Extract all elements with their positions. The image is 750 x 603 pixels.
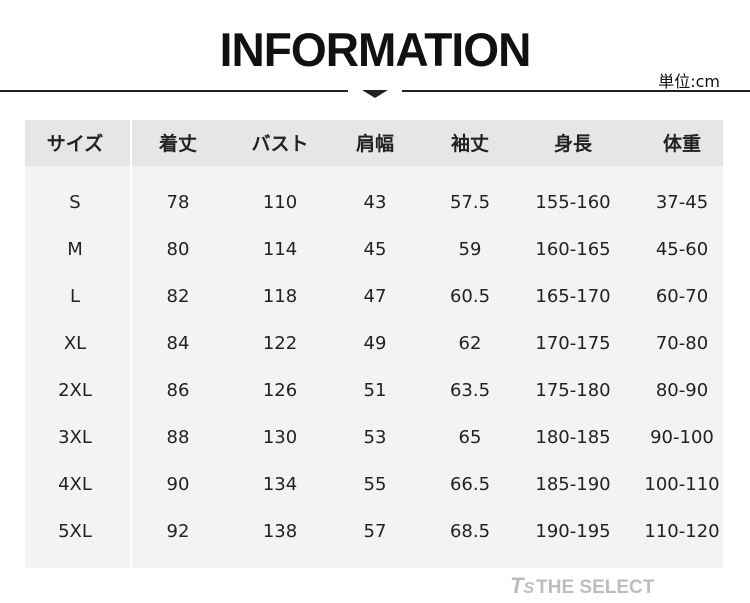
triangle-down-icon — [362, 90, 388, 98]
table-cell: 82 — [166, 286, 190, 307]
table-cell: 88 — [166, 427, 190, 448]
size-label: XL — [63, 333, 87, 354]
table-cell: 49 — [363, 333, 387, 354]
watermark: TS THE SELECT — [510, 574, 654, 601]
table-cell: 60.5 — [449, 286, 491, 307]
divider-left — [0, 90, 348, 92]
table-cell: 57.5 — [449, 192, 491, 213]
table-cell: 92 — [166, 521, 190, 542]
table-cell: 165-170 — [535, 286, 611, 307]
table-cell: 114 — [262, 239, 298, 260]
table-cell: 90-100 — [650, 427, 714, 448]
table-cell: 51 — [363, 380, 387, 401]
table-cell: 138 — [262, 521, 298, 542]
table-cell: 59 — [458, 239, 482, 260]
table-cell: 190-195 — [535, 521, 611, 542]
table-cell: 65 — [458, 427, 482, 448]
watermark-text: THE SELECT — [536, 577, 655, 598]
page-title: INFORMATION — [219, 23, 532, 76]
table-cell: 55 — [363, 474, 387, 495]
table-cell: 90 — [166, 474, 190, 495]
column-header: 身長 — [553, 133, 592, 155]
size-table: サイズ 着丈 バスト 肩幅 袖丈 身長 体重 S 78 110 43 57.5 155-160 37-45… — [25, 120, 723, 568]
table-cell: 43 — [363, 192, 387, 213]
table-cell: 122 — [262, 333, 298, 354]
size-label: 4XL — [58, 474, 92, 495]
table-cell: 78 — [166, 192, 190, 213]
column-divider — [130, 120, 132, 568]
table-cell: 175-180 — [535, 380, 611, 401]
table-cell: 84 — [166, 333, 190, 354]
table-cell: 57 — [363, 521, 387, 542]
table-cell: 66.5 — [449, 474, 491, 495]
column-header: バスト — [251, 133, 309, 155]
table-cell: 110-120 — [644, 521, 720, 542]
table-cell: 100-110 — [644, 474, 720, 495]
table-cell: 126 — [262, 380, 298, 401]
column-header: 着丈 — [158, 133, 197, 155]
table-cell: 53 — [363, 427, 387, 448]
size-label: 2XL — [58, 380, 92, 401]
column-header: サイズ — [46, 133, 104, 155]
size-label: L — [69, 286, 81, 307]
size-label: M — [67, 239, 83, 260]
table-header — [25, 120, 723, 166]
table-cell: 134 — [262, 474, 298, 495]
table-cell: 130 — [262, 427, 298, 448]
table-cell: 62 — [458, 333, 482, 354]
divider-right — [402, 90, 750, 92]
table-cell: 118 — [262, 286, 298, 307]
table-cell: 47 — [363, 286, 387, 307]
size-label: 3XL — [58, 427, 92, 448]
size-label: S — [69, 192, 81, 213]
table-cell: 185-190 — [535, 474, 611, 495]
unit-label: 単位:cm — [658, 72, 720, 91]
table-cell: 45 — [363, 239, 387, 260]
table-cell: 60-70 — [655, 286, 709, 307]
table-cell: 155-160 — [535, 192, 611, 213]
watermark-logo: TS — [510, 573, 535, 598]
size-label: 5XL — [58, 521, 92, 542]
table-cell: 160-165 — [535, 239, 611, 260]
table-cell: 70-80 — [655, 333, 709, 354]
column-header: 肩幅 — [355, 133, 394, 155]
table-cell: 68.5 — [449, 521, 491, 542]
column-header: 袖丈 — [450, 133, 489, 155]
table-cell: 180-185 — [535, 427, 611, 448]
table-cell: 37-45 — [655, 192, 709, 213]
table-cell: 80 — [166, 239, 190, 260]
table-cell: 80-90 — [655, 380, 709, 401]
table-cell: 63.5 — [449, 380, 491, 401]
table-cell: 110 — [262, 192, 298, 213]
table-cell: 45-60 — [655, 239, 709, 260]
table-cell: 170-175 — [535, 333, 611, 354]
table-cell: 86 — [166, 380, 190, 401]
column-header: 体重 — [662, 133, 701, 155]
